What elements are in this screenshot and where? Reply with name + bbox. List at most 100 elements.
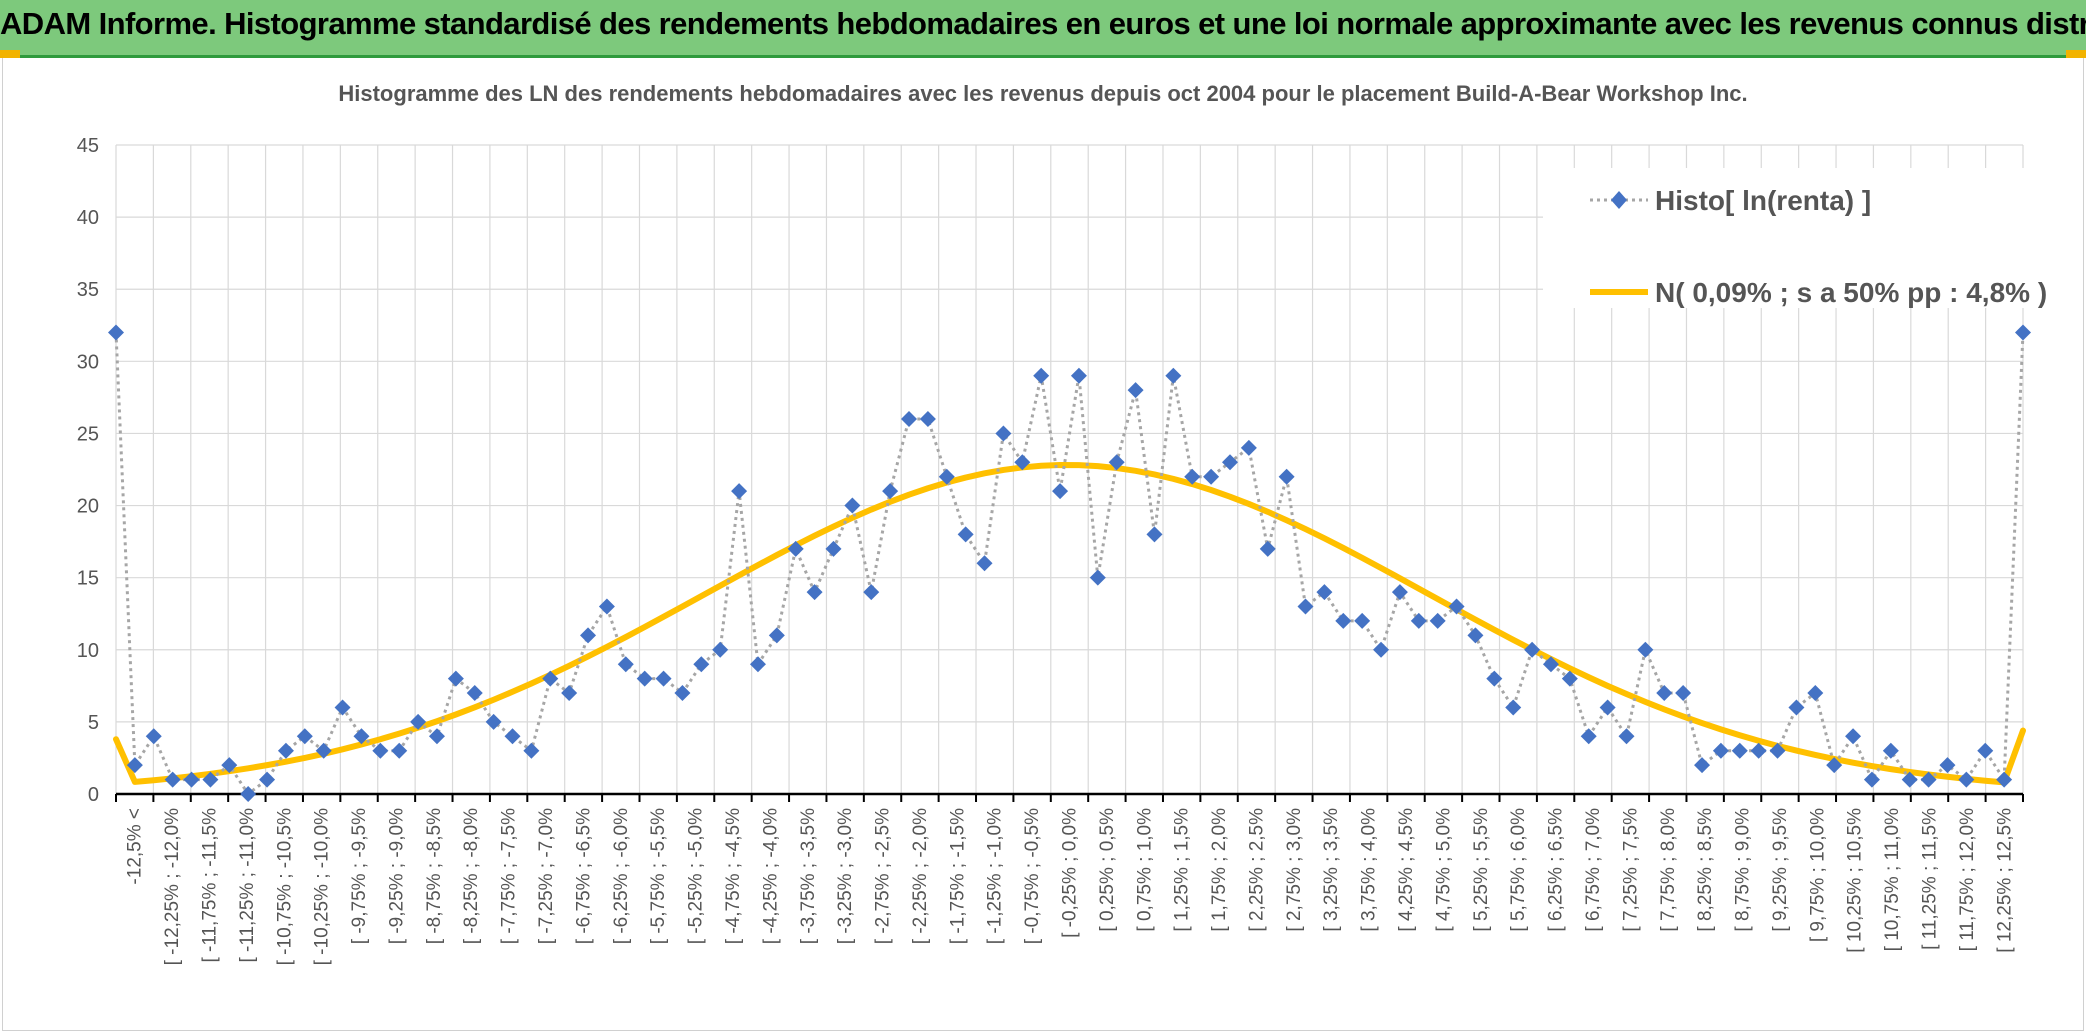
- histogram-point: [1165, 367, 1182, 384]
- histogram-point: [1410, 612, 1427, 629]
- histogram-point: [1996, 771, 2013, 788]
- histogram-point: [2015, 324, 2031, 341]
- histogram-point: [1448, 598, 1465, 615]
- x-tick-label: [ 4,75% ; 5,0%: [1433, 808, 1454, 932]
- x-tick-label: [ -4,75% ; -4,5%: [723, 808, 744, 944]
- report-banner: ADAM Informe. Histogramme standardisé de…: [0, 0, 2086, 58]
- y-tick-label: 10: [77, 640, 99, 662]
- histogram-point: [1788, 699, 1805, 716]
- histogram-point: [485, 713, 502, 730]
- histogram-point: [1901, 771, 1918, 788]
- histogram-point: [145, 728, 162, 745]
- x-tick-label: [ -1,25% ; -1,0%: [985, 808, 1006, 944]
- x-tick-label: [ -0,75% ; -0,5%: [1022, 808, 1043, 944]
- histogram-point: [504, 728, 521, 745]
- histogram-point: [1146, 526, 1163, 543]
- histogram-point: [410, 713, 427, 730]
- histogram-point: [542, 670, 559, 687]
- histogram-point: [1467, 627, 1484, 644]
- histogram-point: [976, 555, 993, 572]
- histogram-point: [1542, 656, 1559, 673]
- x-tick-label: [ 1,25% ; 1,5%: [1172, 808, 1193, 932]
- x-tick-label: [ -10,25% ; -10,0%: [312, 808, 333, 965]
- legend: Histo[ ln(renta) ] N( 0,09% ; s a 50% pp…: [1543, 168, 2047, 308]
- x-tick-label: [ 4,25% ; 4,5%: [1396, 808, 1417, 932]
- x-tick-label: [ 11,25% ; 11,5%: [1920, 808, 1941, 950]
- histogram-point: [1373, 641, 1390, 658]
- legend-histo-label: Histo[ ln(renta) ]: [1655, 185, 1871, 216]
- histogram-point: [919, 411, 936, 428]
- histogram-point: [1429, 612, 1446, 629]
- x-tick-label: [ 5,25% ; 5,5%: [1471, 808, 1492, 932]
- histogram-point: [1486, 670, 1503, 687]
- histogram-point: [1354, 612, 1371, 629]
- histogram-point: [1712, 742, 1729, 759]
- x-tick-label: [ -7,25% ; -7,0%: [536, 808, 557, 944]
- histogram-point: [1750, 742, 1767, 759]
- histogram-point: [1391, 584, 1408, 601]
- histogram-point: [1524, 641, 1541, 658]
- x-tick-label: [ -6,75% ; -6,5%: [573, 808, 594, 944]
- histogram-point: [561, 685, 578, 702]
- x-tick-labels: -12,5% < [ -12,25% ; -12,0% [ -11,75% ; -1…: [125, 808, 2016, 965]
- x-tick-label: [ -1,75% ; -1,5%: [947, 808, 968, 944]
- x-tick-label: [ -9,75% ; -9,5%: [349, 808, 370, 944]
- histogram-point: [1845, 728, 1862, 745]
- histogram-point: [1184, 468, 1201, 485]
- histogram-series: [108, 324, 2031, 802]
- histogram-point: [1599, 699, 1616, 716]
- x-tick-label: [ 8,75% ; 9,0%: [1733, 808, 1754, 932]
- x-tick-label: [ -5,75% ; -5,5%: [648, 808, 669, 944]
- histogram-point: [1807, 685, 1824, 702]
- axes: [115, 792, 2024, 802]
- histogram-point: [1278, 468, 1295, 485]
- histogram-point: [806, 584, 823, 601]
- chart-title: Histogramme des LN des rendements hebdom…: [338, 81, 1747, 106]
- normal-curve-line: [113, 462, 2026, 786]
- histogram-line: [114, 332, 2025, 797]
- histogram-point: [768, 627, 785, 644]
- histogram-point: [1089, 569, 1106, 586]
- histogram-point: [259, 771, 276, 788]
- y-tick-label: 25: [77, 423, 99, 445]
- x-tick-label: [ 6,75% ; 7,0%: [1583, 808, 1604, 932]
- histogram-point: [1014, 454, 1031, 471]
- histogram-point: [693, 656, 710, 673]
- histogram-point: [655, 670, 672, 687]
- x-tick-label: -12,5% <: [125, 808, 146, 885]
- y-tick-label: 35: [77, 279, 99, 301]
- y-tick-label: 15: [77, 568, 99, 590]
- legend-background: [1543, 168, 2028, 308]
- histogram-chart: Histogramme des LN des rendements hebdom…: [77, 81, 2047, 965]
- x-tick-label: [ -0,25% ; 0,0%: [1060, 808, 1081, 938]
- histogram-point: [183, 771, 200, 788]
- histogram-point: [1240, 439, 1257, 456]
- histogram-point: [202, 771, 219, 788]
- histogram-point: [1731, 742, 1748, 759]
- x-tick-label: [ 10,25% ; 10,5%: [1845, 808, 1866, 953]
- y-tick-label: 5: [88, 712, 99, 734]
- histogram-point: [334, 699, 351, 716]
- legend-normal-label: N( 0,09% ; s a 50% pp : 4,8% ): [1655, 277, 2047, 308]
- histogram-point: [598, 598, 615, 615]
- x-tick-label: [ 2,25% ; 2,5%: [1246, 808, 1267, 932]
- x-tick-label: [ 0,25% ; 0,5%: [1097, 808, 1118, 932]
- histogram-point: [938, 468, 955, 485]
- histogram-point: [787, 540, 804, 557]
- histogram-point: [1259, 540, 1276, 557]
- histogram-point: [1958, 771, 1975, 788]
- x-tick-label: [ 7,25% ; 7,5%: [1620, 808, 1641, 932]
- x-tick-label: [ -4,25% ; -4,0%: [760, 808, 781, 944]
- histogram-point: [1769, 742, 1786, 759]
- chart-frame: Histogramme des LN des rendements hebdom…: [2, 58, 2084, 1031]
- y-tick-label: 30: [77, 351, 99, 373]
- x-tick-label: [ 11,75% ; 12,0%: [1957, 808, 1978, 951]
- histogram-point: [447, 670, 464, 687]
- histogram-point: [844, 497, 861, 514]
- histogram-point: [1203, 468, 1220, 485]
- histogram-point: [221, 757, 238, 774]
- banner-accent-left: [0, 50, 20, 58]
- x-tick-label: [ 1,75% ; 2,0%: [1209, 808, 1230, 932]
- histogram-point: [1694, 757, 1711, 774]
- histogram-point: [731, 483, 748, 500]
